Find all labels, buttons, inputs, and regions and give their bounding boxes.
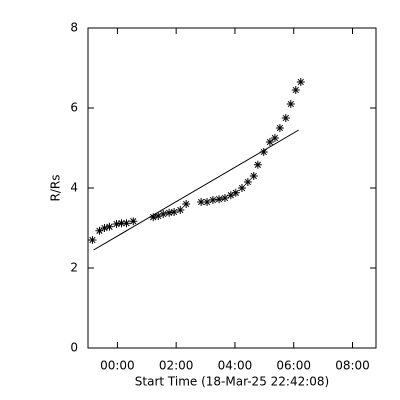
asterisk-point	[182, 200, 191, 208]
asterisk-point	[286, 100, 295, 108]
asterisk-point	[296, 78, 305, 86]
asterisk-point	[100, 224, 109, 232]
plot-frame	[87, 27, 377, 349]
asterisk-point	[95, 226, 104, 235]
x-axis-label: Start Time (18-Mar-25 22:42:08)	[135, 375, 329, 389]
asterisk-point	[265, 138, 274, 146]
asterisk-point	[122, 219, 131, 228]
asterisk-point	[105, 222, 114, 231]
asterisk-point	[226, 191, 235, 200]
asterisk-point	[117, 219, 126, 228]
x-tick-label: 04:00	[218, 359, 253, 373]
asterisk-point	[88, 236, 97, 244]
y-tick-label: 0	[70, 341, 78, 355]
y-axis-label: R/Rs	[49, 175, 63, 202]
asterisk-point	[275, 124, 284, 132]
asterisk-point	[270, 134, 279, 142]
asterisk-point	[220, 194, 229, 202]
asterisk-point	[291, 86, 300, 94]
asterisk-point	[165, 208, 174, 217]
asterisk-point	[197, 198, 206, 206]
y-tick-label: 8	[70, 21, 78, 35]
asterisk-point	[170, 208, 179, 216]
asterisk-point	[249, 172, 258, 180]
asterisk-point	[176, 206, 185, 214]
fit-line	[93, 129, 299, 251]
x-tick-label: 08:00	[335, 359, 370, 373]
y-tick-label: 4	[70, 181, 78, 195]
asterisk-point	[253, 160, 262, 169]
asterisk-point	[203, 198, 212, 206]
asterisk-point	[215, 195, 224, 204]
asterisk-point	[159, 210, 168, 218]
x-tick-label: 06:00	[276, 359, 311, 373]
y-tick-label: 6	[70, 101, 78, 115]
asterisk-point	[259, 148, 268, 156]
asterisk-point	[231, 188, 240, 197]
x-tick-label: 00:00	[100, 359, 135, 373]
y-tick-label: 2	[70, 261, 78, 275]
asterisk-point	[243, 178, 252, 186]
asterisk-point	[129, 217, 138, 226]
asterisk-point	[149, 213, 158, 222]
asterisk-point	[237, 184, 246, 192]
asterisk-point	[281, 114, 290, 122]
asterisk-point	[154, 212, 163, 220]
asterisk-point	[112, 220, 121, 228]
asterisk-point	[208, 196, 217, 204]
x-tick-label: 02:00	[159, 359, 194, 373]
